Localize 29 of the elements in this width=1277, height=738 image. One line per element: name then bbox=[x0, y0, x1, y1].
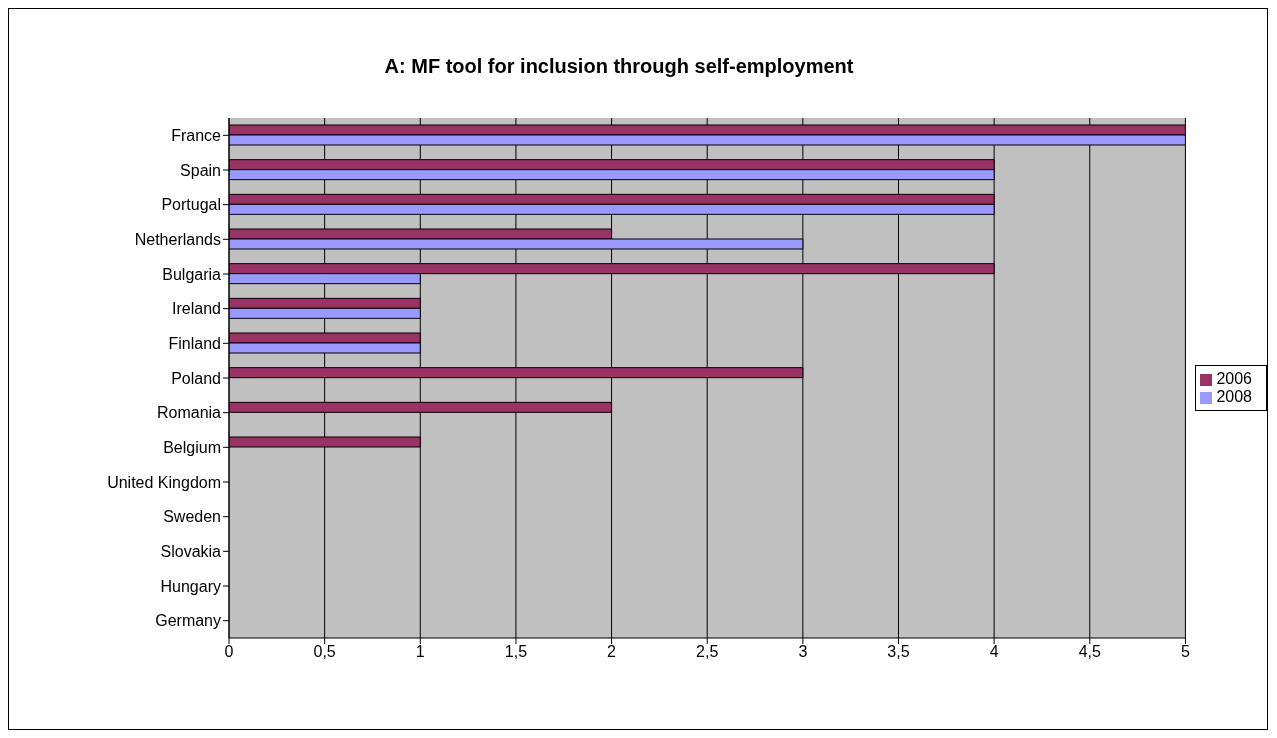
y-tick-label: Finland bbox=[168, 335, 221, 353]
x-tick-label: 3 bbox=[798, 643, 808, 661]
x-tick-label: 2 bbox=[607, 643, 617, 661]
y-tick-label: France bbox=[171, 127, 222, 145]
y-tick-label: Portugal bbox=[161, 196, 221, 214]
x-tick-label: 4 bbox=[989, 643, 999, 661]
x-tick-label: 3,5 bbox=[887, 643, 910, 661]
x-tick-label: 1 bbox=[415, 643, 425, 661]
x-tick-label: 1,5 bbox=[504, 643, 528, 661]
chart-title: A: MF tool for inclusion through self-employment bbox=[383, 55, 855, 78]
y-tick-label: Poland bbox=[171, 369, 221, 387]
y-tick-label: Slovakia bbox=[160, 543, 222, 561]
y-tick-label: Bulgaria bbox=[162, 265, 222, 283]
y-tick-label: Netherlands bbox=[134, 231, 221, 249]
y-tick-label: Spain bbox=[180, 161, 221, 179]
y-tick-label: Belgium bbox=[163, 439, 221, 457]
x-tick-label: 5 bbox=[1180, 643, 1190, 661]
x-tick-label: 0,5 bbox=[313, 643, 336, 661]
x-tick-label: 4,5 bbox=[1078, 643, 1101, 661]
legend-label: 2006 bbox=[1216, 370, 1252, 387]
y-tick-label: Sweden bbox=[163, 508, 221, 526]
x-tick-label: 2,5 bbox=[696, 643, 719, 661]
legend-label: 2008 bbox=[1216, 388, 1252, 405]
y-tick-label: United Kingdom bbox=[107, 473, 221, 491]
y-tick-label: Hungary bbox=[160, 577, 221, 595]
x-tick-label: 0 bbox=[224, 643, 234, 661]
y-tick-label: Romania bbox=[156, 404, 222, 422]
y-tick-label: Ireland bbox=[172, 300, 221, 318]
y-tick-label: Germany bbox=[155, 612, 221, 630]
